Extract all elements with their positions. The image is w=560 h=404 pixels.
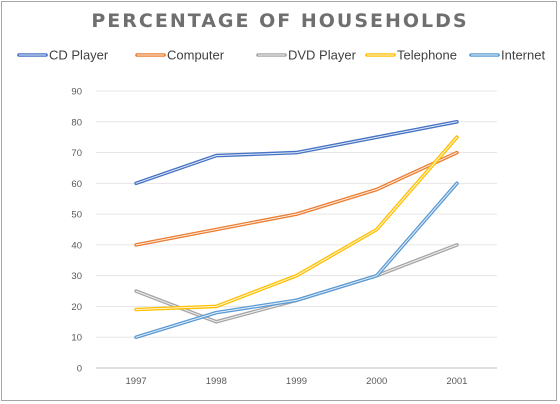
legend-entry: Computer (135, 48, 225, 63)
y-tick-label: 60 (71, 179, 82, 190)
series-line-highlight (135, 121, 458, 184)
x-tick-label: 2001 (446, 376, 467, 387)
series-computer (134, 150, 459, 247)
series-line (134, 135, 459, 312)
series-lines (134, 120, 459, 340)
legend-label: DVD Player (288, 48, 357, 63)
series-line-highlight (135, 182, 458, 338)
y-tick-label: 10 (71, 333, 82, 344)
y-tick-label: 80 (71, 117, 82, 128)
y-tick-label: 40 (71, 240, 82, 251)
series-line (134, 243, 459, 324)
x-tick-label: 2000 (366, 376, 387, 387)
chart-title: PERCENTAGE OF HOUSEHOLDS (91, 10, 469, 32)
series-line-highlight (135, 136, 458, 310)
legend-label: Internet (501, 48, 545, 63)
y-tick-label: 70 (71, 148, 82, 159)
series-internet (134, 181, 459, 340)
x-tick-label: 1998 (206, 376, 227, 387)
legend-entry: Internet (469, 48, 545, 63)
series-cd-player (134, 120, 459, 186)
axes: 0 10 20 30 40 50 60 70 80 90 1997 1998 1999 2000 2001 (71, 87, 467, 388)
y-tick-label: 20 (71, 302, 82, 313)
legend-label: Telephone (397, 48, 457, 63)
y-tick-label: 50 (71, 210, 82, 221)
legend: CD Player Computer DVD Player Telephone Inte… (17, 48, 545, 63)
legend-entry: CD Player (17, 48, 109, 63)
series-line-highlight (135, 152, 458, 246)
series-line (134, 181, 459, 340)
series-telephone (134, 135, 459, 312)
y-tick-label: 0 (77, 364, 82, 375)
y-tick-label: 30 (71, 271, 82, 282)
x-tick-label: 1997 (126, 376, 147, 387)
legend-label: Computer (167, 48, 225, 63)
x-tick-label: 1999 (286, 376, 307, 387)
y-tick-label: 90 (71, 87, 82, 98)
legend-entry: Telephone (365, 48, 457, 63)
series-dvd-player (134, 243, 459, 324)
legend-entry: DVD Player (256, 48, 357, 63)
legend-label: CD Player (49, 48, 109, 63)
gridlines (96, 90, 497, 369)
